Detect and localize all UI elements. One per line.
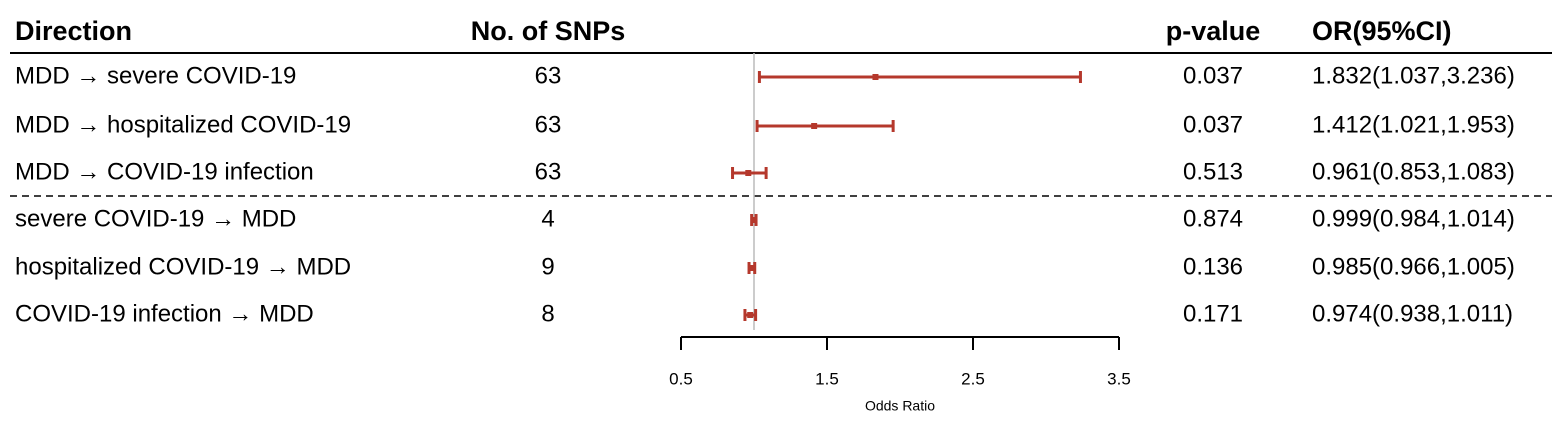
point-estimate	[872, 74, 879, 80]
p-value: 0.136	[1183, 253, 1243, 280]
or-label: 0.999(0.984,1.014)	[1312, 205, 1515, 232]
point-estimate	[745, 170, 752, 176]
snp-count: 63	[535, 111, 562, 138]
p-value: 0.171	[1183, 300, 1243, 327]
p-value: 0.874	[1183, 205, 1243, 232]
or-label: 0.974(0.938,1.011)	[1312, 300, 1513, 327]
column-header: No. of SNPs	[471, 16, 626, 46]
direction-label: MDD → COVID-19 infection	[15, 158, 314, 185]
snp-count: 63	[535, 62, 562, 89]
x-tick-label: 0.5	[669, 369, 693, 388]
direction-label: MDD → severe COVID-19	[15, 62, 296, 89]
point-estimate	[811, 123, 818, 129]
snp-count: 63	[535, 158, 562, 185]
snp-count: 4	[541, 205, 554, 232]
or-label: 0.961(0.853,1.083)	[1312, 158, 1515, 185]
point-estimate	[750, 217, 757, 223]
column-header: OR(95%CI)	[1312, 16, 1452, 46]
snp-count: 9	[541, 253, 554, 280]
direction-label: COVID-19 infection → MDD	[15, 300, 314, 327]
direction-label: MDD → hospitalized COVID-19	[15, 111, 351, 138]
p-value: 0.037	[1183, 62, 1243, 89]
column-header: p-value	[1166, 16, 1261, 46]
x-axis-label: Odds Ratio	[865, 398, 935, 414]
x-tick-label: 1.5	[815, 369, 839, 388]
x-tick-label: 3.5	[1107, 369, 1131, 388]
or-label: 0.985(0.966,1.005)	[1312, 253, 1515, 280]
or-label: 1.832(1.037,3.236)	[1312, 62, 1515, 89]
direction-label: severe COVID-19 → MDD	[15, 205, 296, 232]
p-value: 0.037	[1183, 111, 1243, 138]
point-estimate	[748, 265, 755, 271]
snp-count: 8	[541, 300, 554, 327]
column-header: Direction	[15, 16, 132, 46]
direction-label: hospitalized COVID-19 → MDD	[15, 253, 351, 280]
or-label: 1.412(1.021,1.953)	[1312, 111, 1515, 138]
p-value: 0.513	[1183, 158, 1243, 185]
point-estimate	[747, 312, 754, 318]
x-tick-label: 2.5	[961, 369, 985, 388]
